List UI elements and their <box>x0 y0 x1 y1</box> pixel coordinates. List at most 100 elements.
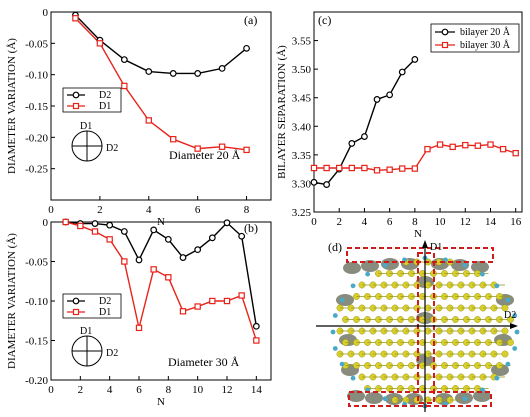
panel-b-series-1-point <box>77 222 84 230</box>
panel-c-series-1-point <box>361 164 368 172</box>
panel-b-legend-box <box>62 293 122 319</box>
panel-c-y-tick-label: 3.25 <box>292 207 312 219</box>
molecule-gray-lobe <box>336 294 354 306</box>
panel-b-series-0-point <box>223 219 231 227</box>
panel-a-y-tick-label: -0.25 <box>25 164 48 176</box>
panel-c-x-axis-label: N <box>414 228 422 240</box>
panel-d-axis-label-d2: D2 <box>504 310 516 321</box>
panel-a-series-1-point <box>243 146 250 154</box>
panel-d-molecule-render <box>330 255 520 409</box>
panel-c-series-1-point <box>449 143 456 151</box>
panel-c-y-tick-label: 3.50 <box>292 64 312 76</box>
molecule-gray-lobe <box>365 392 383 404</box>
panel-a-legend-marker-d1 <box>72 102 80 110</box>
panel-b-x-tick-label: 12 <box>222 384 233 396</box>
panel-a-series-1-point <box>121 82 128 90</box>
panel-a-series-0-point <box>194 70 202 77</box>
panel-b-chart: 0 2 4 6 8 10 12 14 0 -0.05 -0.10 -0.15 -0.20 N DIAMETE… <box>6 217 272 408</box>
panel-a-series-0-point <box>169 70 177 77</box>
panel-c-series-1-point <box>399 165 406 172</box>
panel-b-series-0-point <box>150 226 158 234</box>
molecule-gray-lobe <box>491 364 509 376</box>
molecule-cyan-atom <box>382 396 388 402</box>
panel-c-series-0-point <box>361 133 368 140</box>
panel-d-dashed-boxes <box>346 247 494 407</box>
molecule-gray-lobe <box>361 260 379 272</box>
panel-b-inset-label-d1: D1 <box>80 326 92 337</box>
panel-b-y-tick-label: -0.05 <box>25 257 48 269</box>
panel-c-series-1-point <box>336 164 343 172</box>
molecule-yellow-atom <box>507 339 514 346</box>
panel-b-inset-label-d2: D2 <box>106 348 118 359</box>
panel-a-x-tick-label: 4 <box>146 204 152 216</box>
panel-c-x-tick-label: 8 <box>412 216 418 228</box>
panel-b-x-tick-label: 14 <box>251 384 263 396</box>
panel-c-series-1-point <box>386 166 393 173</box>
panel-c-series-0-point <box>323 181 331 188</box>
molecule-cyan-atom <box>505 361 511 367</box>
panel-c-legend-marker-30 <box>441 41 449 49</box>
panel-b-inset-diagram: D1 D2 <box>71 326 118 367</box>
panel-c-series-1-point <box>474 142 482 149</box>
panel-b-series-0-point <box>91 220 99 227</box>
panel-b-legend-label-d1: D1 <box>99 307 111 318</box>
panel-c-legend-label-30: bilayer 30 Å <box>460 39 511 51</box>
panel-c-series-1-point <box>512 149 519 157</box>
panel-a-x-tick-label: 0 <box>48 204 54 216</box>
panel-a-legend: D2 D1 <box>62 87 122 113</box>
panel-a-series-1-point <box>96 40 104 47</box>
molecule-cyan-atom <box>382 262 388 268</box>
panel-c-series-1-point <box>323 164 330 172</box>
panel-c-label: (c) <box>318 13 331 27</box>
panel-d-dashed-box-top <box>346 247 494 263</box>
panel-b-series-1-point <box>223 297 231 305</box>
molecule-cyan-atom <box>512 346 518 351</box>
molecule-cyan-atom <box>514 329 520 335</box>
panel-c-series-1-point <box>348 164 356 172</box>
panel-c-x-tick-label: 14 <box>485 216 497 228</box>
panel-b-series-0-point <box>120 228 128 235</box>
panel-b-x-tick-label: 10 <box>192 384 204 396</box>
panel-a-y-axis-label: DIAMETER VARIATION (Å) <box>6 38 18 174</box>
panel-a-series-0-point <box>218 64 226 72</box>
panel-b-legend-label-d2: D2 <box>99 296 111 307</box>
molecule-cyan-atom <box>339 297 345 303</box>
panel-c-series-0-point <box>348 140 356 147</box>
panel-c-legend-label-20: bilayer 20 Å <box>460 26 511 38</box>
panel-d-dashed-box-bottom <box>348 391 492 407</box>
panel-b-series-0-point <box>252 322 260 330</box>
panel-a-y-tick-label: 0 <box>43 7 49 19</box>
panel-b-series-line-1 <box>65 221 257 341</box>
molecule-gray-lobe <box>343 262 361 274</box>
panel-b-series-0-point <box>164 235 172 243</box>
panel-c-series-0-point <box>411 56 419 63</box>
panel-b-series-1-point <box>238 292 245 299</box>
panel-b-label: (b) <box>244 221 258 235</box>
panel-b-series-0-point <box>106 221 114 229</box>
panel-a-x-tick-label: 2 <box>97 204 103 216</box>
panel-c-y-tick-label: 3.35 <box>292 150 312 162</box>
panel-a-label: (a) <box>244 13 257 27</box>
molecule-cyan-atom <box>339 361 345 367</box>
molecule-cyan-atom <box>332 346 338 351</box>
panel-c-y-tick-label: 3.40 <box>292 121 312 133</box>
panel-c-series-0-point <box>386 91 394 99</box>
panel-b-y-tick-label: 0 <box>43 217 49 229</box>
panel-a-legend-box <box>62 87 122 113</box>
panel-d-label: (d) <box>328 240 342 254</box>
panel-c-x-tick-label: 6 <box>387 216 393 228</box>
panel-b-x-axis-label: N <box>157 396 165 408</box>
panel-b-y-tick-label: -0.10 <box>25 296 48 308</box>
panel-a-inset-label-d1: D1 <box>80 121 92 132</box>
panel-a-inset-label-d2: D2 <box>106 143 118 154</box>
panel-b-series-1-point <box>165 274 172 281</box>
molecule-gray-lobe <box>471 261 489 273</box>
panel-a-x-tick-label: 6 <box>195 204 201 216</box>
panel-a-inset-diagram: D1 D2 <box>71 121 118 162</box>
panel-b-series-1-point <box>135 324 143 332</box>
panel-c-series-1-point <box>487 141 494 148</box>
panel-b-y-tick-label: -0.15 <box>25 336 48 348</box>
panel-c-x-tick-label: 16 <box>510 216 522 228</box>
panel-a-legend-label-d2: D2 <box>99 90 111 101</box>
